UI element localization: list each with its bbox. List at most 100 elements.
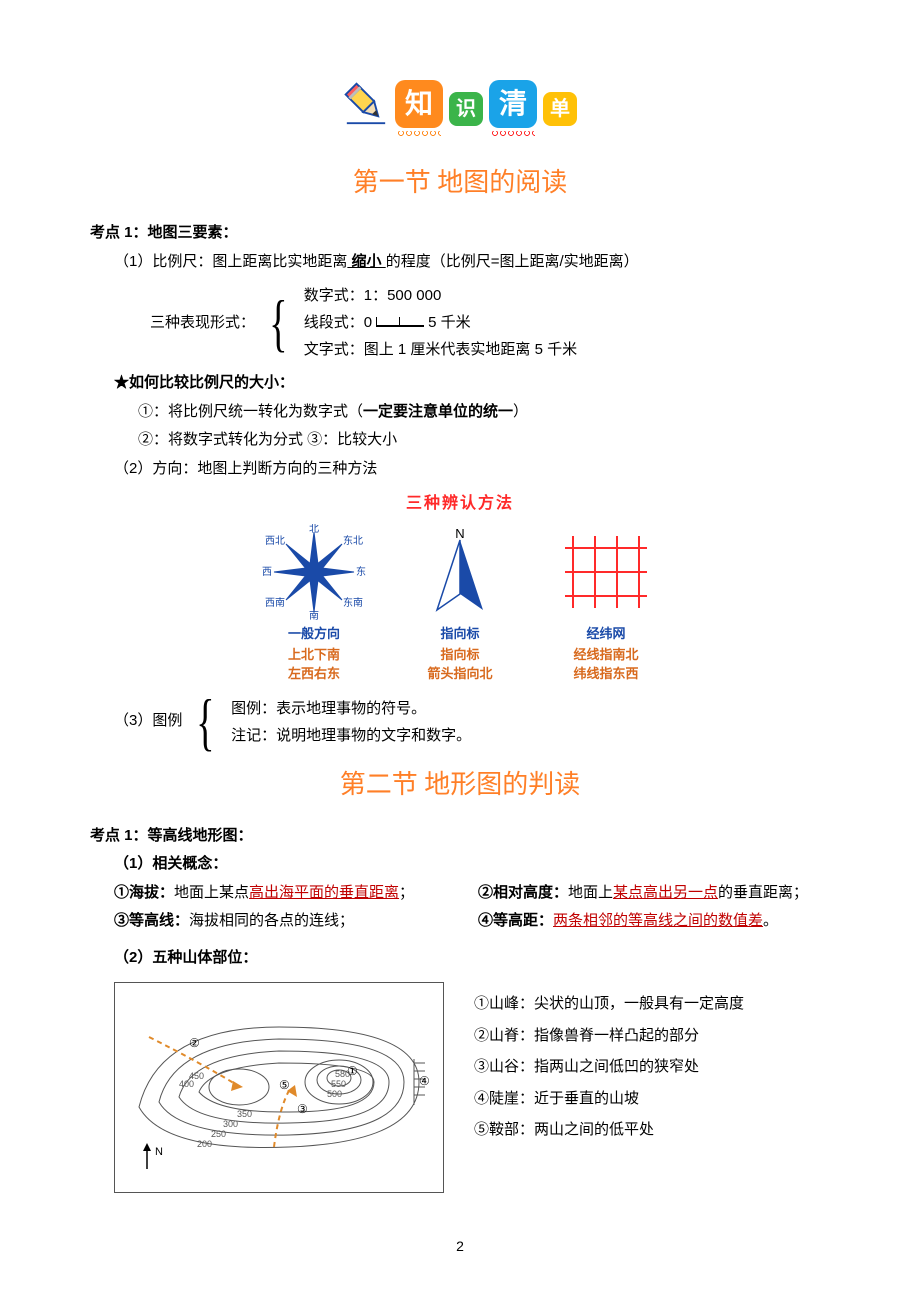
- label: ④等高距：: [478, 913, 553, 929]
- part-valley: ③山谷：指两山之间低凹的狭窄处: [474, 1051, 744, 1083]
- svg-text:西北: 西北: [265, 535, 285, 547]
- text: 的程度（比例尺=图上距离/实地距离）: [386, 253, 639, 270]
- part-ridge: ②山脊：指像兽脊一样凸起的部分: [474, 1020, 744, 1052]
- contour-map-svg: ① ② ③ ④ ⑤ 200 250 300 350 400 450 500 55…: [119, 987, 439, 1177]
- s2-kaopoint: 考点 1：等高线地形图：: [90, 822, 830, 851]
- s1-kaopoint: 考点 1：地图三要素：: [90, 219, 830, 248]
- svg-text:西: 西: [262, 567, 272, 578]
- s2-concepts-head: （1）相关概念：: [90, 850, 830, 879]
- text: ①：将比例尺统一转化为数字式（: [138, 403, 363, 420]
- form-text: 文字式：图上 1 厘米代表实地距离 5 千米: [304, 336, 577, 363]
- form-numeric: 数字式：1：500 000: [304, 282, 577, 309]
- svg-text:500: 500: [327, 1089, 342, 1099]
- svg-text:N: N: [455, 526, 464, 541]
- legend-content: 图例：表示地理事物的符号。 注记：说明地理事物的文字和数字。: [231, 695, 471, 749]
- sub1: 上北下南: [259, 646, 369, 664]
- forms-label: 三种表现形式：: [150, 309, 255, 338]
- method-north-arrow: N 指向标 指向标 箭头指向北: [405, 524, 515, 683]
- grid-icon: [551, 524, 661, 620]
- banner-knowledge-list: 知识清单: [90, 80, 830, 128]
- brace-icon: {: [269, 294, 287, 352]
- compare-step23: ②：将数字式转化为分式 ③：比较大小: [90, 426, 830, 455]
- sub2: 左西右东: [259, 665, 369, 683]
- direction-heading: （2）方向：地图上判断方向的三种方法: [90, 455, 830, 484]
- text: （1）比例尺：图上距离比实地距离: [114, 253, 347, 270]
- forms-content: 数字式：1：500 000 线段式：0 5 千米 文字式：图上 1 厘米代表实地距…: [304, 282, 577, 363]
- svg-text:350: 350: [237, 1109, 252, 1119]
- text: 的垂直距离；: [718, 884, 808, 901]
- emphasis: 一定要注意单位的统一: [363, 403, 513, 420]
- svg-text:东: 东: [356, 565, 366, 578]
- keyword: 高出海平面的垂直距离: [249, 884, 399, 901]
- svg-text:450: 450: [189, 1071, 204, 1081]
- sub1: 经线指南北: [551, 646, 661, 664]
- svg-text:东北: 东北: [343, 534, 363, 547]
- banner-tile: 识: [449, 92, 483, 126]
- part-cliff: ④陡崖：近于垂直的山坡: [474, 1083, 744, 1115]
- sub2: 纬线指东西: [551, 665, 661, 683]
- label: 一般方向: [259, 622, 369, 647]
- contour-block: ① ② ③ ④ ⑤ 200 250 300 350 400 450 500 55…: [90, 982, 830, 1193]
- svg-text:⑤: ⑤: [279, 1078, 290, 1092]
- sub1: 指向标: [405, 646, 515, 664]
- seg-5km: 5 千米: [428, 314, 471, 331]
- svg-text:东南: 东南: [343, 596, 363, 609]
- svg-text:550: 550: [331, 1079, 346, 1089]
- compass-rose-icon: 北 东北 东 东南 南 西南 西 西北: [259, 524, 369, 620]
- s1-scale-def: （1）比例尺：图上距离比实地距离 缩小 的程度（比例尺=图上距离/实地距离）: [90, 248, 830, 277]
- label: ①海拔：: [114, 885, 174, 901]
- blank-answer: 缩小: [347, 253, 385, 270]
- part-saddle: ⑤鞍部：两山之间的低平处: [474, 1114, 744, 1146]
- svg-text:250: 250: [211, 1129, 226, 1139]
- method-compass: 北 东北 东 东南 南 西南 西 西北 一般方向 上北下南 左西右东: [259, 524, 369, 683]
- text: 。: [763, 912, 778, 929]
- contour-map: ① ② ③ ④ ⑤ 200 250 300 350 400 450 500 55…: [114, 982, 444, 1193]
- section1-title: 第一节 地图的阅读: [90, 158, 830, 207]
- legend-annotation: 注记：说明地理事物的文字和数字。: [231, 722, 471, 749]
- definitions-grid: ①海拔：地面上某点高出海平面的垂直距离； ②相对高度：地面上某点高出另一点的垂直…: [90, 879, 830, 936]
- def-relative-height: ②相对高度：地面上某点高出另一点的垂直距离；: [478, 879, 830, 908]
- text: 海拔相同的各点的连线；: [189, 912, 354, 929]
- s2-five-parts-head: （2）五种山体部位：: [90, 944, 830, 973]
- sub2: 箭头指向北: [405, 665, 515, 683]
- mountain-parts-list: ①山峰：尖状的山顶，一般具有一定高度 ②山脊：指像兽脊一样凸起的部分 ③山谷：指…: [474, 982, 744, 1146]
- label: 经纬网: [551, 622, 661, 647]
- keyword: 某点高出另一点: [613, 884, 718, 901]
- legend-block: （3）图例 { 图例：表示地理事物的符号。 注记：说明地理事物的文字和数字。: [114, 693, 830, 751]
- compare-title: ★如何比较比例尺的大小：: [90, 369, 830, 398]
- banner-tile: 单: [543, 92, 577, 126]
- legend-symbol: 图例：表示地理事物的符号。: [231, 695, 471, 722]
- compare-step1: ①：将比例尺统一转化为数字式（一定要注意单位的统一）: [90, 398, 830, 427]
- banner-tiles: 知识清单: [395, 80, 577, 128]
- methods-title: 三种辨认方法: [259, 489, 661, 519]
- banner-tile: 清: [489, 80, 537, 128]
- legend-label: （3）图例: [114, 707, 182, 736]
- def-contour: ③等高线：海拔相同的各点的连线；: [114, 907, 466, 936]
- scale-three-forms: 三种表现形式： { 数字式：1：500 000 线段式：0 5 千米 文字式：图上…: [150, 282, 830, 363]
- def-contour-interval: ④等高距：两条相邻的等高线之间的数值差。: [478, 907, 830, 936]
- section2-title: 第二节 地形图的判读: [90, 760, 830, 809]
- seg-0: 0: [364, 314, 372, 331]
- svg-text:②: ②: [189, 1036, 200, 1050]
- label: ③等高线：: [114, 913, 189, 929]
- segment-scale: [376, 309, 424, 336]
- text: 地面上某点: [174, 884, 249, 901]
- pencil-icon: [343, 81, 389, 127]
- svg-text:北: 北: [309, 524, 319, 535]
- svg-text:580: 580: [335, 1069, 350, 1079]
- svg-text:南: 南: [309, 609, 319, 620]
- text: 线段式：: [304, 314, 364, 331]
- form-segment: 线段式：0 5 千米: [304, 309, 577, 336]
- north-arrow-icon: N: [405, 524, 515, 620]
- method-grid: 经纬网 经线指南北 纬线指东西: [551, 524, 661, 683]
- keyword: 两条相邻的等高线之间的数值差: [553, 912, 763, 929]
- text: 地面上: [568, 884, 613, 901]
- svg-text:200: 200: [197, 1139, 212, 1149]
- def-haiba: ①海拔：地面上某点高出海平面的垂直距离；: [114, 879, 466, 908]
- svg-text:N: N: [155, 1146, 163, 1158]
- svg-text:④: ④: [419, 1074, 430, 1088]
- brace-icon: {: [196, 693, 214, 751]
- banner-tile: 知: [395, 80, 443, 128]
- label: 指向标: [405, 622, 515, 647]
- page-number: 2: [90, 1233, 830, 1260]
